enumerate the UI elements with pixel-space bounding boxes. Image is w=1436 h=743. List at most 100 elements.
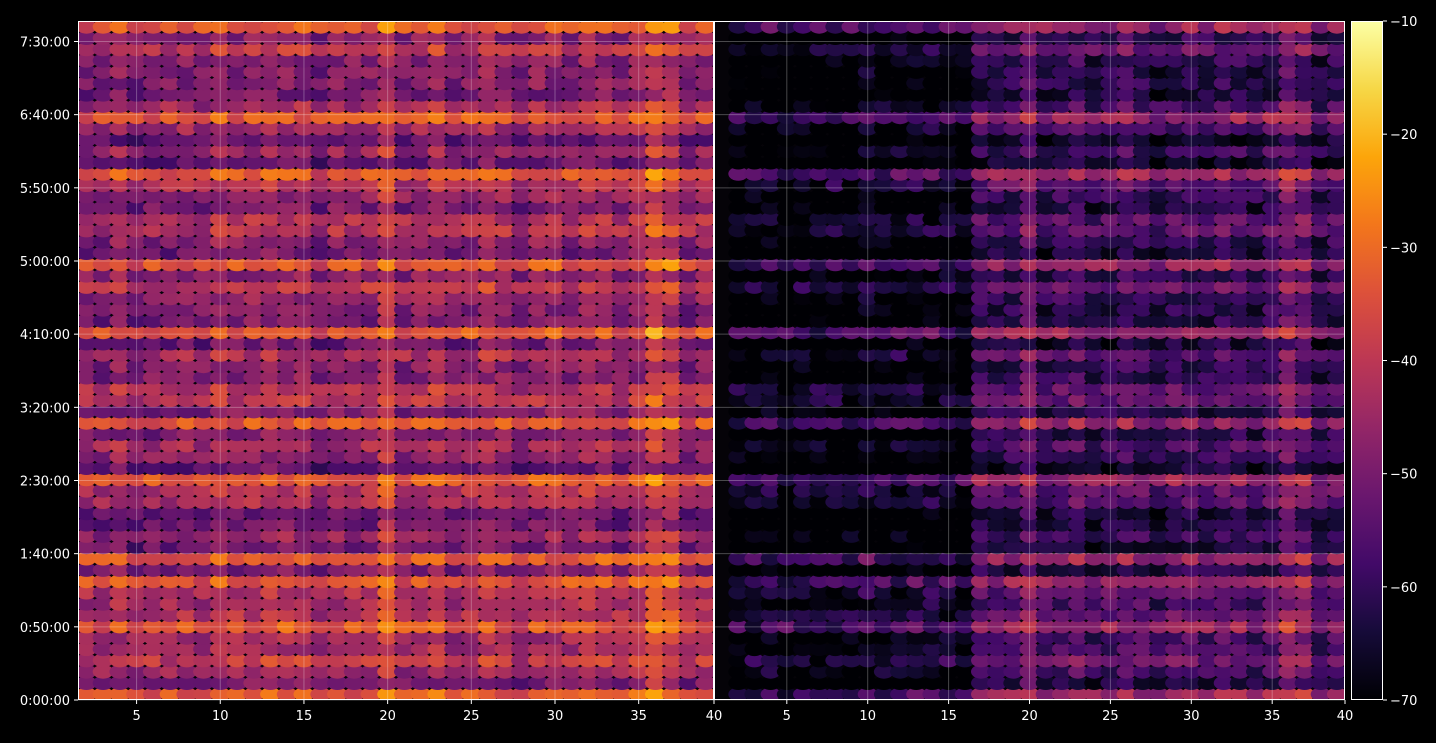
heatmap-cell <box>938 42 959 57</box>
heatmap-cell <box>1181 461 1202 475</box>
heatmap-cell <box>226 291 248 306</box>
heatmap-cell <box>159 359 181 374</box>
heatmap-cell <box>360 31 382 45</box>
heatmap-cell <box>728 585 749 600</box>
heatmap-cell <box>260 110 281 125</box>
heatmap-cell <box>1003 98 1024 113</box>
heatmap-cell <box>561 381 583 396</box>
heatmap-cell <box>1132 574 1153 589</box>
heatmap-cell <box>1278 676 1299 690</box>
heatmap-cell <box>611 121 633 136</box>
heatmap-cell <box>1132 178 1153 193</box>
heatmap-cell <box>890 472 911 487</box>
heatmap-cell <box>360 517 382 532</box>
heatmap-cell <box>410 189 432 204</box>
heatmap-cell <box>1278 449 1299 464</box>
heatmap-cell <box>678 325 700 340</box>
heatmap-cell <box>744 596 765 611</box>
heatmap-cell <box>825 551 846 566</box>
heatmap-cell <box>209 31 231 45</box>
heatmap-cell <box>1213 517 1234 532</box>
heatmap-cell <box>78 121 97 136</box>
heatmap-cell <box>460 472 482 487</box>
heatmap-cell <box>327 495 348 509</box>
heatmap-cell <box>293 76 315 91</box>
heatmap-cell <box>142 676 164 690</box>
heatmap-cell <box>1278 393 1299 408</box>
heatmap-cell <box>109 483 131 498</box>
heatmap-cell <box>954 528 975 543</box>
heatmap-cell <box>825 676 846 690</box>
heatmap-cell <box>126 495 147 509</box>
heatmap-cell <box>938 31 959 45</box>
heatmap-cell <box>444 528 465 543</box>
heatmap-cell <box>1181 562 1202 577</box>
heatmap-cell <box>494 687 516 700</box>
heatmap-cell <box>1068 166 1088 181</box>
heatmap-cell <box>1278 608 1299 623</box>
heatmap-cell <box>922 664 943 679</box>
heatmap-cell <box>594 76 616 91</box>
heatmap-cell <box>394 596 415 611</box>
heatmap-cell <box>1132 166 1153 181</box>
heatmap-cell <box>1165 21 1186 34</box>
heatmap-cell <box>460 370 482 385</box>
heatmap-cell <box>494 200 516 215</box>
heatmap-cell <box>1278 234 1299 249</box>
heatmap-cell <box>1278 178 1299 193</box>
heatmap-cell <box>841 393 862 408</box>
heatmap-cell <box>825 540 846 555</box>
heatmap-cell <box>825 347 846 362</box>
heatmap-cell <box>126 449 147 464</box>
heatmap-cell <box>343 268 365 283</box>
heatmap-cell <box>578 630 599 645</box>
heatmap-cell <box>209 313 231 328</box>
heatmap-cell <box>343 234 365 249</box>
heatmap-cell <box>1165 415 1186 430</box>
heatmap-cell <box>410 517 432 532</box>
heatmap-cell <box>678 585 700 600</box>
heatmap-cell <box>611 517 633 532</box>
heatmap-cell <box>209 132 231 147</box>
heatmap-cell <box>544 608 566 623</box>
heatmap-cell <box>1197 279 1218 294</box>
heatmap-cell <box>293 359 315 374</box>
heatmap-cell <box>857 427 878 442</box>
heatmap-cell <box>1278 472 1299 487</box>
heatmap-cell <box>1068 189 1088 204</box>
heatmap-cell <box>243 200 265 215</box>
heatmap-cell <box>628 664 650 679</box>
heatmap-cell <box>310 630 332 645</box>
heatmap-cell <box>544 132 566 147</box>
heatmap-cell <box>809 42 830 57</box>
heatmap-cell <box>776 336 797 351</box>
heatmap-cell <box>728 212 749 226</box>
heatmap-cell <box>109 313 131 328</box>
x-tick-label: 25 <box>1102 709 1119 724</box>
heatmap-cell <box>209 596 231 611</box>
heatmap-cell <box>793 76 813 91</box>
heatmap-cell <box>276 574 298 589</box>
heatmap-cell <box>444 279 465 294</box>
heatmap-cell <box>276 687 298 700</box>
heatmap-cell <box>809 257 830 272</box>
heatmap-cell <box>544 585 566 600</box>
heatmap-cell <box>1051 472 1072 487</box>
heatmap-cell <box>938 653 959 668</box>
heatmap-cell <box>327 608 348 623</box>
heatmap-cell <box>293 517 315 532</box>
heatmap-cell <box>1084 608 1105 623</box>
heatmap-cell <box>159 212 181 226</box>
heatmap-cell <box>327 427 348 442</box>
heatmap-cell <box>1197 676 1218 690</box>
heatmap-cell <box>611 223 633 238</box>
heatmap-cell <box>760 53 781 68</box>
heatmap-cell <box>793 21 813 34</box>
heatmap-cell <box>873 540 894 555</box>
heatmap-cell <box>825 64 846 79</box>
heatmap-cell <box>1003 619 1024 634</box>
heatmap-cell <box>825 585 846 600</box>
heatmap-cell <box>594 212 616 226</box>
heatmap-cell <box>243 268 265 283</box>
heatmap-cell <box>1213 574 1234 589</box>
